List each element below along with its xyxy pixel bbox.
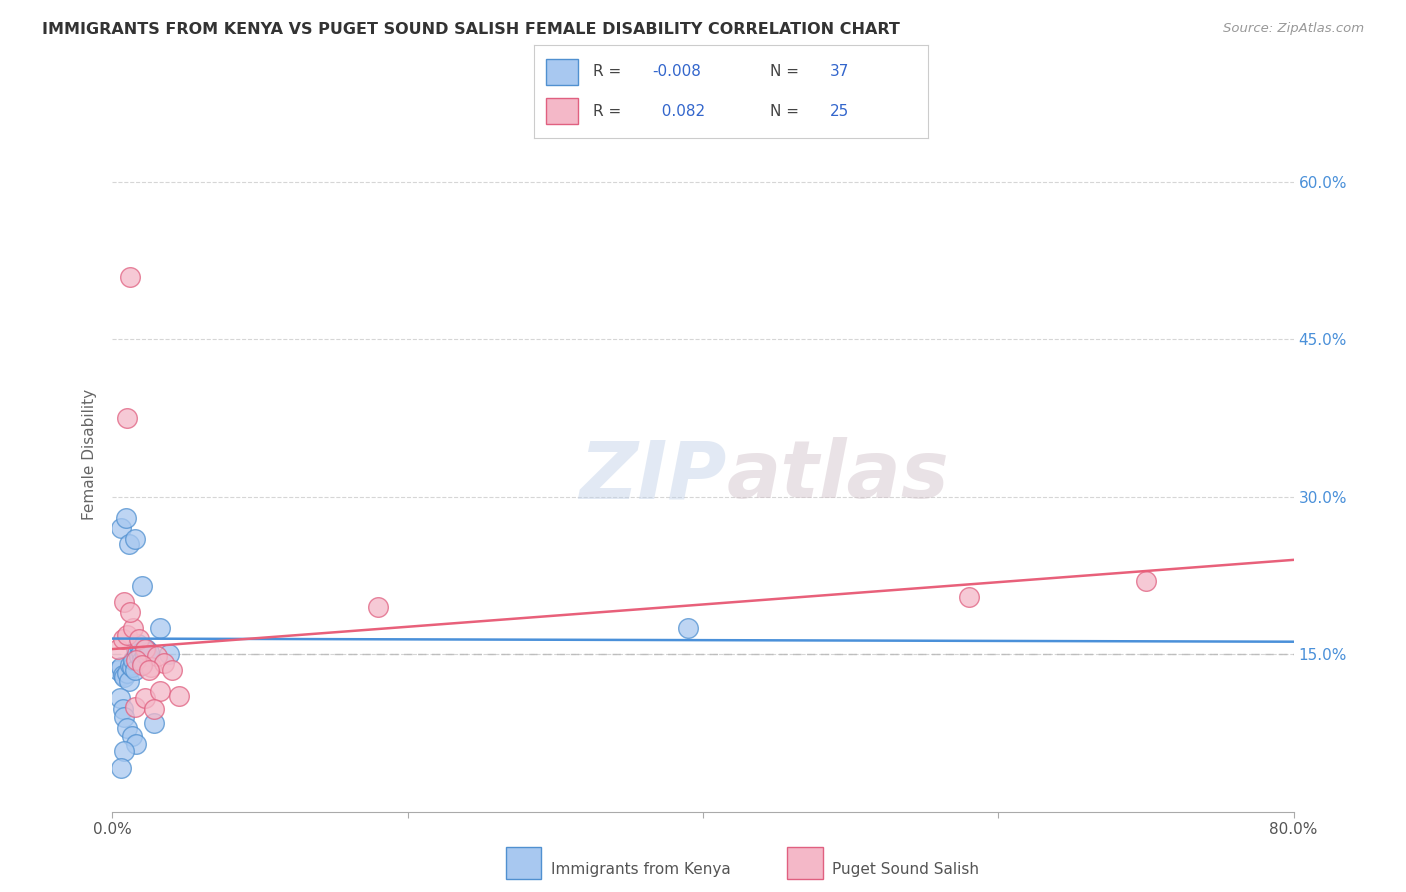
Point — [142, 715, 165, 730]
Point — [120, 657, 142, 672]
Point — [125, 642, 148, 657]
Point — [122, 621, 145, 635]
Text: Immigrants from Kenya: Immigrants from Kenya — [551, 863, 731, 877]
Point — [167, 690, 190, 704]
Point — [138, 663, 160, 677]
Point — [149, 684, 172, 698]
Point — [110, 761, 132, 775]
Point — [108, 691, 131, 706]
Point — [136, 649, 159, 664]
Text: -0.008: -0.008 — [652, 64, 702, 79]
Point — [118, 537, 141, 551]
Point — [128, 632, 150, 646]
Point — [149, 621, 172, 635]
Point — [117, 721, 138, 735]
Text: R =: R = — [593, 64, 621, 79]
Text: 25: 25 — [830, 103, 849, 119]
Text: atlas: atlas — [727, 437, 949, 516]
Point — [153, 656, 176, 670]
Point — [118, 673, 141, 688]
Point — [112, 595, 135, 609]
Point — [114, 511, 136, 525]
Point — [134, 642, 156, 657]
Bar — [546, 59, 578, 85]
Point — [112, 670, 135, 684]
Point — [112, 710, 135, 724]
Point — [134, 648, 156, 662]
Point — [367, 600, 389, 615]
Text: R =: R = — [593, 103, 621, 119]
Point — [125, 652, 148, 666]
Y-axis label: Female Disability: Female Disability — [82, 389, 97, 521]
Point — [111, 632, 134, 646]
Point — [127, 637, 149, 651]
Point — [110, 660, 132, 674]
Point — [132, 656, 155, 670]
Point — [111, 668, 134, 682]
Point — [120, 269, 142, 284]
Point — [129, 645, 152, 659]
Text: 0.082: 0.082 — [652, 103, 706, 119]
Text: N =: N = — [770, 64, 800, 79]
Point — [117, 628, 138, 642]
Point — [124, 532, 146, 546]
Point — [139, 660, 162, 674]
Point — [131, 657, 153, 672]
Point — [111, 702, 134, 716]
Point — [1135, 574, 1157, 588]
Point — [117, 411, 138, 425]
Text: Puget Sound Salish: Puget Sound Salish — [832, 863, 980, 877]
Point — [121, 660, 143, 674]
Point — [678, 621, 700, 635]
Point — [117, 666, 138, 681]
Bar — [546, 98, 578, 124]
Text: 37: 37 — [830, 64, 849, 79]
Point — [112, 744, 135, 758]
Point — [125, 737, 148, 751]
Point — [138, 645, 160, 659]
Point — [121, 729, 143, 743]
Point — [157, 648, 180, 662]
Point — [135, 642, 157, 657]
Point — [107, 663, 129, 677]
Point — [128, 649, 150, 664]
Point — [131, 652, 153, 666]
Point — [124, 663, 146, 677]
Point — [142, 702, 165, 716]
Point — [957, 590, 980, 604]
Point — [124, 699, 146, 714]
Text: N =: N = — [770, 103, 800, 119]
Text: ZIP: ZIP — [579, 437, 727, 516]
Point — [120, 605, 142, 619]
Point — [122, 652, 145, 666]
Text: Source: ZipAtlas.com: Source: ZipAtlas.com — [1223, 22, 1364, 36]
Point — [107, 642, 129, 657]
Point — [110, 521, 132, 535]
Point — [131, 579, 153, 593]
Point — [134, 691, 156, 706]
Text: IMMIGRANTS FROM KENYA VS PUGET SOUND SALISH FEMALE DISABILITY CORRELATION CHART: IMMIGRANTS FROM KENYA VS PUGET SOUND SAL… — [42, 22, 900, 37]
Point — [160, 663, 183, 677]
Point — [146, 649, 169, 664]
